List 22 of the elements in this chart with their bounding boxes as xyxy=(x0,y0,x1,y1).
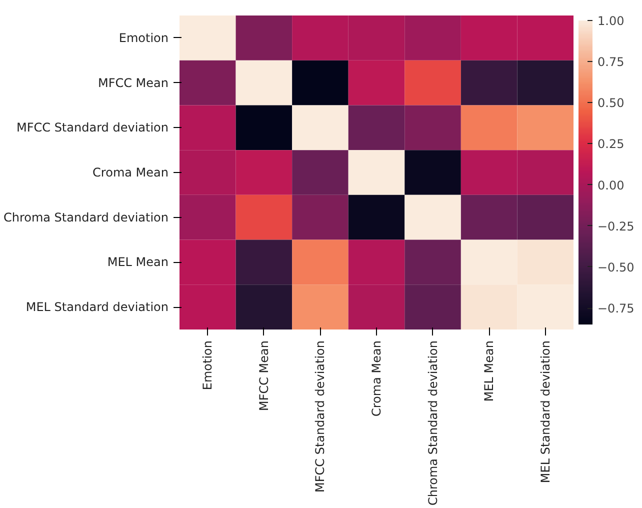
color-bar-label: 0.75 xyxy=(598,55,624,70)
y-tick-label: Croma Mean xyxy=(92,166,169,180)
color-bar-label: 1.00 xyxy=(598,14,624,28)
color-bar-label: −0.50 xyxy=(598,260,634,274)
x-tick-label: MEL Standard deviation xyxy=(538,340,552,484)
x-tick-label: MEL Mean xyxy=(482,340,496,402)
color-bar-label: 0.00 xyxy=(598,178,624,192)
y-tick-label: MEL Mean xyxy=(107,255,169,270)
y-tick-label: Chroma Standard deviation xyxy=(3,210,169,224)
y-tick-label: Emotion xyxy=(118,30,169,45)
x-tick-label: Emotion xyxy=(200,340,215,390)
y-tick-label: MFCC Standard deviation xyxy=(16,120,169,135)
x-tick-label: MFCC Mean xyxy=(256,340,271,412)
color-bar-label: 0.25 xyxy=(598,137,624,152)
y-tick-label: MFCC Mean xyxy=(98,76,169,90)
y-tick-label: MEL Standard deviation xyxy=(26,300,169,314)
color-bar-label: −0.25 xyxy=(598,219,634,234)
x-tick-label: Croma Mean xyxy=(370,340,384,416)
x-tick-label: MFCC Standard deviation xyxy=(313,340,328,493)
color-bar-label: 0.50 xyxy=(598,96,624,110)
color-bar-label: −0.75 xyxy=(598,302,634,316)
x-tick-label: Chroma Standard deviation xyxy=(426,340,440,506)
